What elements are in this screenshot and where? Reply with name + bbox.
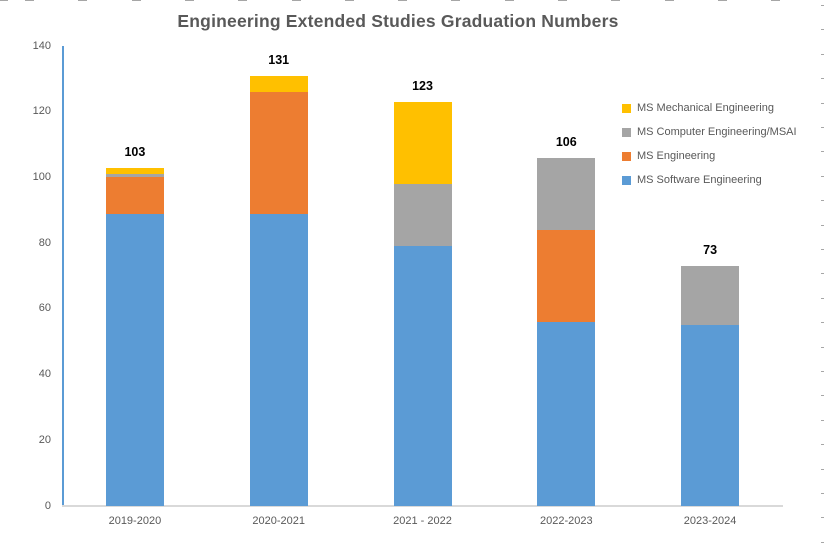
gridline-mark [821,468,824,470]
legend-label: MS Computer Engineering/MSAI [637,126,797,138]
bar-segment-ms-software-engineering[interactable] [681,325,740,506]
gridline-mark [821,419,824,421]
chart-title: Engineering Extended Studies Graduation … [177,11,619,31]
x-category-label: 2023-2024 [683,515,737,527]
legend-swatch-icon [622,175,631,185]
gridline-mark [821,127,824,128]
gridline-mark [821,78,824,80]
x-category-label: 2019-2020 [108,515,162,527]
legend-swatch-icon [622,151,631,161]
gridline-mark [771,0,781,1]
gridline-mark [451,0,461,1]
gridline-mark [131,0,141,1]
gridline-mark [344,0,354,1]
gridline-mark [821,371,824,372]
bar-2019-2020[interactable] [105,167,164,506]
y-tick-label: 80 [38,236,51,249]
gridline-mark [821,297,824,299]
bar-segment-ms-software-engineering[interactable] [393,246,452,506]
gridline-mark [821,102,824,104]
legend-label: MS Mechanical Engineering [637,102,774,114]
bar-segment-ms-computer-engineering-msai[interactable] [681,266,740,326]
legend-label: MS Engineering [637,150,716,162]
gridline-mark [821,224,824,226]
y-tick-label: 120 [32,105,51,118]
gridline-mark [821,541,824,543]
legend-item-ms-mechanical-engineering[interactable]: MS Mechanical Engineering [622,101,797,115]
gridline-mark [611,0,621,1]
gridline-mark [25,0,34,1]
y-tick-label: 140 [32,39,51,52]
bar-2020-2021[interactable] [249,75,308,506]
bar-segment-ms-engineering[interactable] [249,92,308,214]
bar-segment-ms-mechanical-engineering[interactable] [249,75,308,92]
gridline-mark [821,273,824,275]
legend-item-ms-software-engineering[interactable]: MS Software Engineering [622,173,797,187]
gridline-mark [184,0,194,1]
gridline-mark [821,200,824,202]
bar-total-label: 131 [268,52,290,67]
gridline-mark [821,346,824,348]
y-tick-label: 60 [38,302,51,315]
y-tick-label: 100 [32,170,51,183]
gridline-mark [291,0,301,1]
gridline-mark [821,493,824,494]
gridline-mark [821,29,824,31]
gridline-mark [398,0,408,1]
bar-total-label: 123 [412,78,433,93]
bar-segment-ms-software-engineering[interactable] [537,321,596,506]
bar-2023-2024[interactable] [681,266,740,506]
y-tick-label: 40 [38,368,51,381]
bar-total-label: 103 [124,144,146,159]
legend: MS Mechanical Engineering MS Computer Eng… [622,101,797,197]
gridline-mark [821,249,824,250]
gridline-mark [821,151,824,153]
bar-segment-ms-computer-engineering-msai[interactable] [393,184,452,247]
gridline-mark [558,0,567,1]
legend-item-ms-engineering[interactable]: MS Engineering [622,149,797,163]
bar-segment-ms-software-engineering[interactable] [105,213,164,506]
bar-total-label: 73 [703,243,718,258]
x-category-label: 2022-2023 [539,515,593,527]
bar-total-label: 106 [555,134,577,149]
x-category-label: 2020-2021 [252,515,305,527]
bar-segment-ms-computer-engineering-msai[interactable] [537,157,596,230]
bar-segment-ms-engineering[interactable] [105,177,164,214]
legend-label: MS Software Engineering [637,174,762,186]
gridline-mark [0,0,8,1]
gridline-mark [504,0,514,1]
gridline-mark [821,444,824,446]
gridline-mark [717,0,727,1]
y-axis-line [62,46,64,506]
bar-segment-ms-mechanical-engineering[interactable] [393,101,452,184]
gridline-mark [821,517,824,519]
y-tick-label: 0 [44,499,51,512]
bar-segment-ms-mechanical-engineering[interactable] [105,167,164,175]
bar-segment-ms-engineering[interactable] [537,229,596,322]
bar-segment-ms-software-engineering[interactable] [249,213,308,506]
gridline-mark [821,175,824,177]
gridline-mark [238,0,248,1]
gridline-mark [821,53,824,55]
legend-swatch-icon [622,127,631,137]
bar-2021-2022[interactable] [393,101,452,506]
gridline-mark [821,395,824,397]
bar-2022-2023[interactable] [537,157,596,506]
gridline-mark [664,0,674,1]
gridline-mark [78,0,88,1]
bar-segment-ms-computer-engineering-msai[interactable] [105,174,164,178]
legend-swatch-icon [622,103,631,113]
gridline-mark [821,5,824,6]
x-category-label: 2021 - 2022 [393,515,452,527]
y-tick-label: 20 [38,433,51,446]
legend-item-ms-computer-engineering-msai[interactable]: MS Computer Engineering/MSAI [622,125,797,139]
gridline-mark [821,322,824,324]
